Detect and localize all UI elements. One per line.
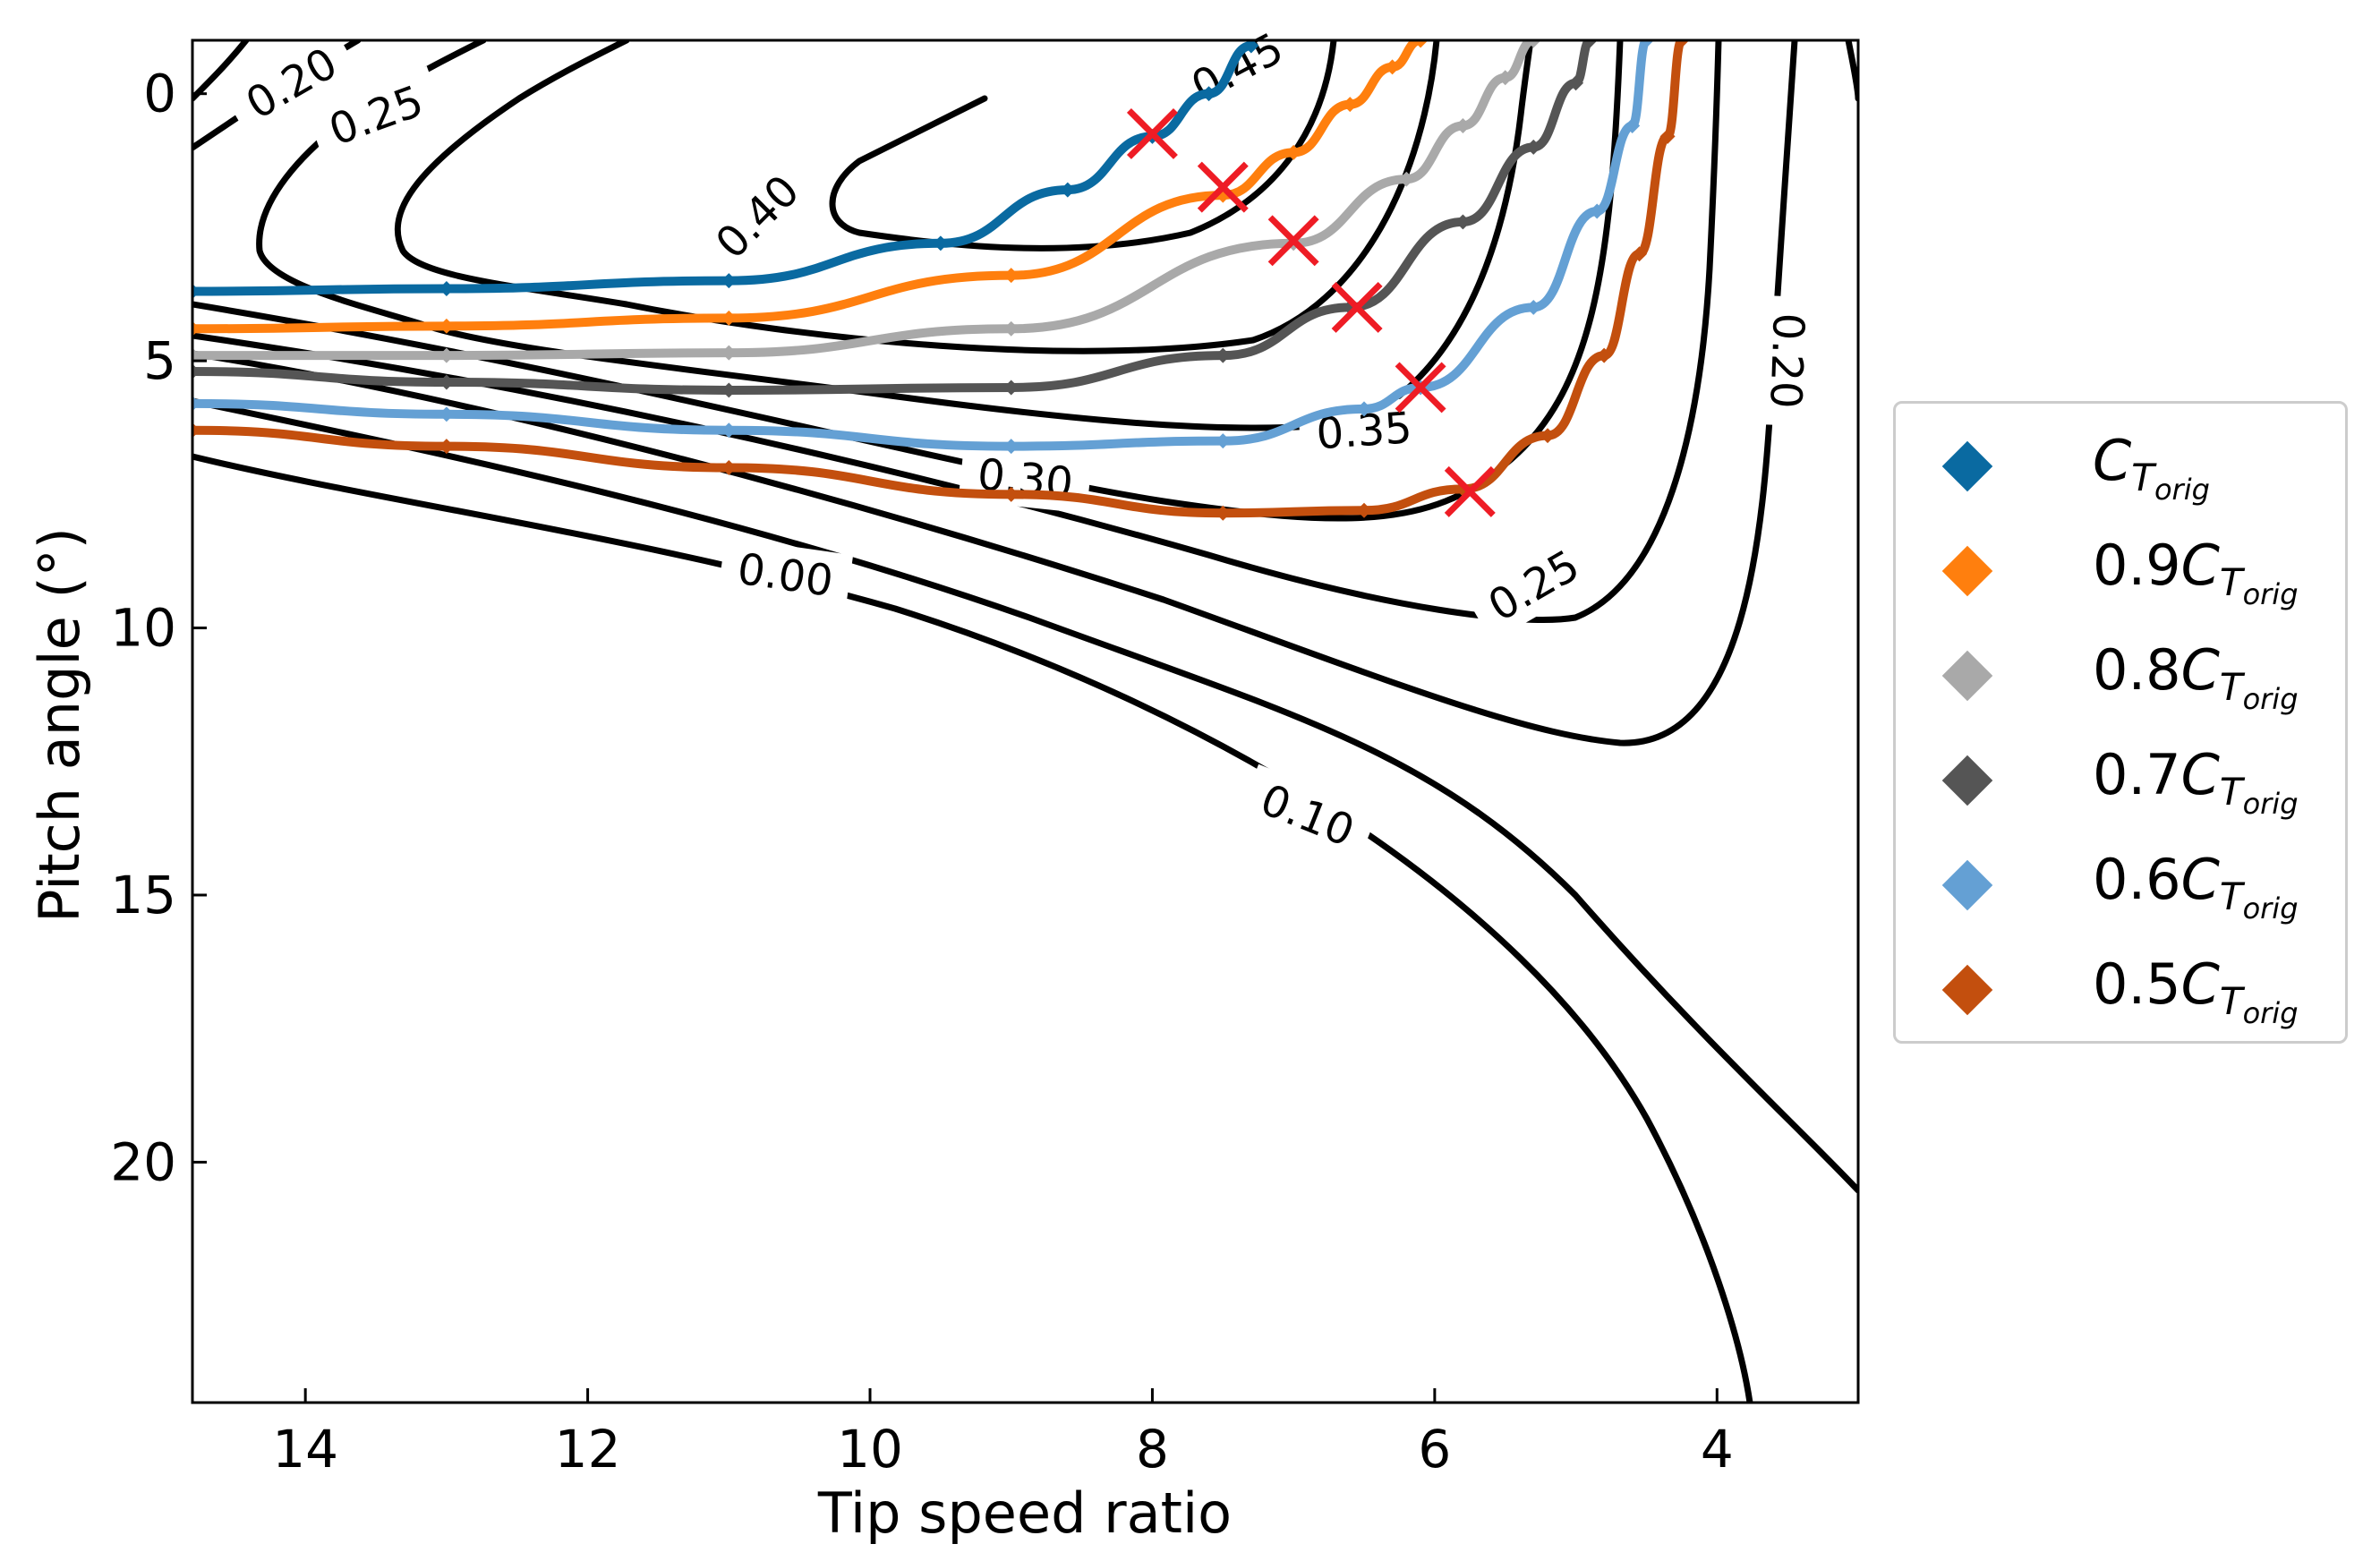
legend-marker — [1941, 545, 1993, 597]
x-tick-label: 8 — [1136, 1419, 1169, 1480]
legend-item: 0.5CTorig — [1896, 938, 2345, 1036]
legend-label: 0.6CTorig — [2093, 847, 2299, 926]
contour-line-0.10-top — [1845, 40, 1858, 102]
series-point — [721, 460, 737, 475]
legend-label: 0.9CTorig — [2093, 533, 2299, 611]
x-tick-label: 10 — [837, 1419, 903, 1480]
series-point — [1215, 505, 1231, 521]
legend-label: 0.8CTorig — [2093, 637, 2299, 716]
contour-label-knockout — [305, 65, 447, 165]
series-point — [439, 347, 455, 363]
series-point — [1356, 502, 1372, 518]
series-point — [1003, 268, 1019, 284]
contour-line-0.40 — [394, 40, 1440, 354]
y-tick-label: 10 — [110, 598, 176, 659]
series-point — [439, 374, 455, 390]
series-point — [192, 363, 200, 380]
x-axis-label: Tip speed ratio — [817, 1480, 1232, 1546]
contour-line-0.00 — [192, 453, 1753, 1403]
x-tick-label: 6 — [1418, 1419, 1451, 1480]
series-point — [1060, 182, 1076, 198]
optimal-point-marker — [1331, 281, 1383, 333]
legend-marker — [1941, 440, 1993, 492]
legend-item: 0.7CTorig — [1896, 729, 2345, 827]
series-point — [1003, 486, 1019, 502]
series-point — [192, 320, 200, 337]
legend-item: 0.8CTorig — [1896, 624, 2345, 722]
legend-marker — [1941, 859, 1993, 911]
series-point — [192, 284, 200, 300]
series-point — [439, 318, 455, 334]
series-point — [1454, 214, 1471, 230]
legend-item: CTorig — [1896, 414, 2345, 513]
series-point — [721, 422, 737, 439]
y-tick-label: 0 — [143, 64, 176, 124]
optimal-point-marker — [1267, 215, 1319, 267]
contour-label: 0.20 — [1756, 295, 1819, 427]
series-point — [1215, 433, 1231, 449]
optimal-point-marker — [1126, 107, 1178, 159]
series-point — [721, 310, 737, 326]
contour-label-knockout — [691, 150, 823, 283]
x-tick-label: 4 — [1701, 1419, 1734, 1480]
contour-label-knockout — [1237, 763, 1378, 866]
contour-label: 0.40 — [691, 150, 823, 283]
y-axis-label: Pitch angle (°) — [27, 527, 92, 923]
y-tick-label: 20 — [110, 1131, 176, 1192]
contour-label-knockout — [717, 537, 854, 612]
legend-label: 0.5CTorig — [2093, 951, 2299, 1030]
legend: CTorig 0.9CTorig 0.8CTorig 0.7CTorig 0.6… — [1893, 401, 2348, 1044]
contour-label-knockout — [1463, 528, 1604, 643]
series-point — [439, 406, 455, 422]
series-point — [721, 273, 737, 289]
contour-label: 0.25 — [1463, 528, 1604, 643]
contour-label-text: 0.20 — [1760, 312, 1813, 410]
series-point — [1215, 347, 1231, 363]
x-tick-label: 14 — [272, 1419, 338, 1480]
series-point — [1003, 380, 1019, 396]
series-point — [933, 235, 949, 252]
contour-label: 0.00 — [717, 537, 854, 612]
series-point — [439, 439, 455, 455]
legend-marker — [1941, 964, 1993, 1016]
contour-label-knockout — [1756, 295, 1819, 427]
contour-label: 0.10 — [1237, 763, 1378, 866]
x-tick-label: 12 — [555, 1419, 621, 1480]
series-point — [1003, 320, 1019, 337]
legend-item: 0.6CTorig — [1896, 833, 2345, 932]
y-tick-label: 5 — [143, 330, 176, 391]
legend-marker — [1941, 755, 1993, 806]
plot-frame — [191, 38, 1860, 1404]
optimal-point-marker — [1444, 465, 1496, 517]
y-tick-label: 15 — [110, 865, 176, 926]
optimal-point-marker — [1395, 362, 1446, 414]
contour-line-0.35 — [256, 40, 1534, 431]
legend-label: CTorig — [2093, 428, 2210, 507]
legend-label: 0.7CTorig — [2093, 742, 2299, 821]
series-point — [192, 347, 200, 363]
series-point — [721, 382, 737, 398]
legend-item: 0.9CTorig — [1896, 519, 2345, 618]
contour-label-knockout — [221, 26, 362, 141]
legend-marker — [1941, 650, 1993, 702]
optimal-point-marker — [1197, 161, 1249, 213]
contour-line-0.10 — [192, 397, 1858, 1194]
series-point — [439, 281, 455, 297]
series-line — [192, 40, 1595, 395]
series-point — [721, 345, 737, 361]
contour-label: 0.30 — [958, 443, 1093, 514]
